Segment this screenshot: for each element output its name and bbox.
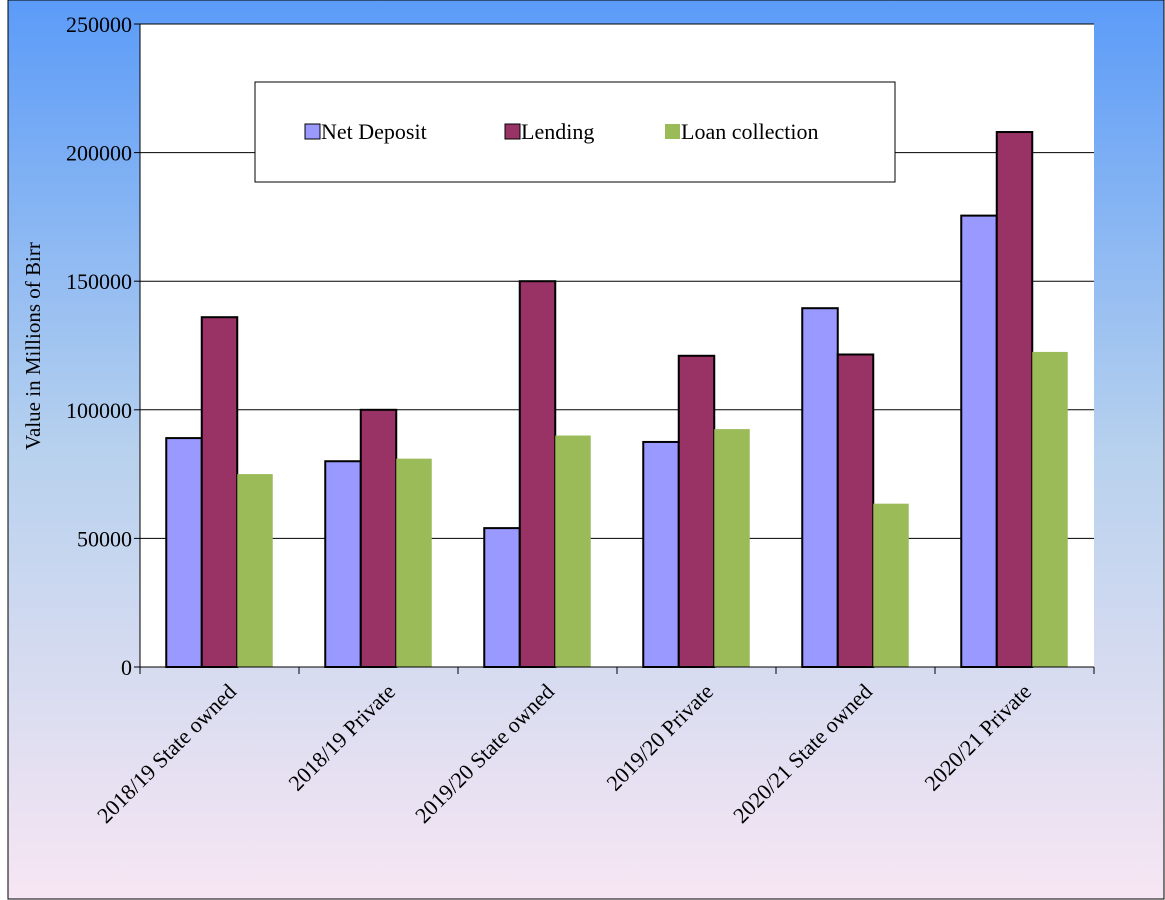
bar-lending (995, 131, 1034, 669)
legend-label: Loan collection (681, 119, 818, 144)
bar-loan-collection (714, 429, 750, 667)
bar-loan-collection (555, 435, 591, 667)
axes (134, 23, 1095, 674)
y-tick-label: 0 (121, 655, 132, 680)
legend-swatch (304, 123, 321, 140)
y-axis-title: Value in Millions of Birr (21, 242, 45, 450)
bar-net-deposit (801, 307, 839, 668)
y-tick-label: 100000 (66, 398, 132, 423)
bar-lending (200, 316, 239, 668)
legend-swatch (665, 124, 680, 139)
bar-lending (677, 354, 716, 668)
legend-label: Lending (521, 119, 594, 144)
y-tick-labels: 0 50000 100000 150000 200000 250000 (66, 12, 132, 680)
bar-lending (359, 408, 398, 668)
bar-lending (518, 280, 557, 668)
bar-loan-collection (873, 503, 909, 667)
bar-net-deposit (165, 437, 203, 669)
bar-loan-collection (1032, 351, 1068, 667)
y-tick-label: 250000 (66, 12, 132, 37)
bar-net-deposit (642, 440, 680, 669)
bar-net-deposit (960, 214, 998, 668)
legend-box (254, 81, 896, 183)
y-tick-label: 50000 (77, 526, 132, 551)
legend-swatch (504, 123, 521, 140)
legend-label: Net Deposit (321, 119, 427, 144)
bar-loan-collection (396, 458, 432, 667)
legend: Net Deposit Lending Loan collection (254, 81, 896, 183)
y-tick-label: 150000 (66, 269, 132, 294)
bar-net-deposit (483, 527, 521, 668)
y-tick-label: 200000 (66, 141, 132, 166)
bar-net-deposit (324, 460, 362, 668)
bar-lending (836, 353, 875, 668)
bar-loan-collection (237, 474, 273, 667)
